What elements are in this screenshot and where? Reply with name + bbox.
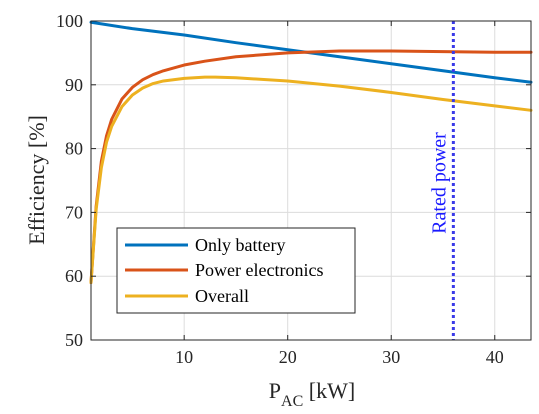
series-lines bbox=[89, 20, 533, 285]
legend-label-overall: Overall bbox=[195, 286, 249, 306]
y-tick-label-80: 80 bbox=[65, 139, 83, 159]
x-axis-label-unit: [kW] bbox=[303, 378, 355, 403]
y-axis-label: Efficiency [%] bbox=[24, 115, 49, 245]
legend-label-power-electronics: Power electronics bbox=[195, 260, 323, 280]
plot-axes bbox=[90, 20, 532, 341]
x-tick-label-20: 20 bbox=[279, 347, 297, 367]
rated-power-label: Rated power bbox=[428, 132, 450, 234]
series-line-power-electronics bbox=[89, 49, 533, 285]
series-line-overall bbox=[89, 75, 533, 285]
tick-labels: 10 20 30 40 50 60 70 80 90 100 bbox=[56, 11, 504, 367]
plot-frame bbox=[90, 20, 532, 341]
x-axis-label: PAC [kW] bbox=[269, 378, 355, 410]
x-tick-label-30: 30 bbox=[382, 347, 400, 367]
x-axis-label-main: P bbox=[269, 378, 281, 403]
x-tick-label-10: 10 bbox=[175, 347, 193, 367]
y-tick-label-50: 50 bbox=[65, 330, 83, 350]
y-tick-label-100: 100 bbox=[56, 11, 83, 31]
legend: Only battery Power electronics Overall bbox=[116, 227, 356, 314]
legend-label-only-battery: Only battery bbox=[195, 235, 285, 255]
x-axis-label-subscript: AC bbox=[281, 393, 303, 410]
y-tick-label-60: 60 bbox=[65, 266, 83, 286]
y-tick-label-70: 70 bbox=[65, 202, 83, 222]
rated-power-reference: Rated power bbox=[428, 21, 455, 340]
x-tick-label-40: 40 bbox=[486, 347, 504, 367]
y-tick-label-90: 90 bbox=[65, 75, 83, 95]
